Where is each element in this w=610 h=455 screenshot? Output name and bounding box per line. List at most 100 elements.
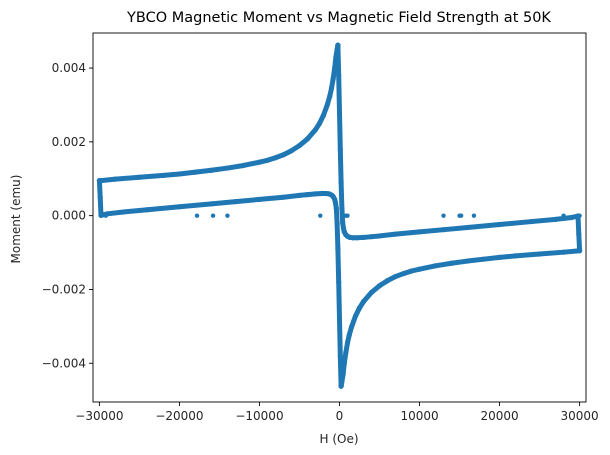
data-point <box>336 109 343 115</box>
data-point <box>356 305 363 311</box>
data-point <box>336 279 342 285</box>
data-point <box>319 190 325 197</box>
data-point <box>350 235 356 241</box>
data-point <box>176 204 183 210</box>
data-point <box>346 332 352 339</box>
data-point <box>208 167 215 173</box>
data-point <box>333 205 339 211</box>
data-point <box>536 251 543 257</box>
outlier-point <box>471 213 477 218</box>
data-point <box>384 278 391 284</box>
y-tick-label: 0.000 <box>52 209 86 223</box>
data-point <box>208 201 215 207</box>
y-tick-label: 0.002 <box>52 135 86 149</box>
outlier-point <box>210 213 216 218</box>
x-tick-label: −10000 <box>235 409 283 423</box>
data-point <box>337 353 343 359</box>
data-point <box>296 142 303 149</box>
data-point <box>576 231 582 237</box>
data-point <box>112 176 119 182</box>
data-point <box>335 246 341 252</box>
data-point <box>296 192 303 198</box>
data-point <box>328 85 335 91</box>
data-point <box>354 235 360 241</box>
data-point <box>97 194 103 200</box>
outlier-point <box>441 213 446 218</box>
data-point <box>496 254 503 260</box>
outlier-point <box>458 213 464 218</box>
data-point <box>440 227 447 233</box>
data-point <box>304 136 311 142</box>
data-point <box>327 93 333 99</box>
data-point <box>528 218 535 225</box>
data-point <box>337 146 343 152</box>
y-axis-label: Moment (emu) <box>9 175 23 264</box>
x-tick-label: −30000 <box>75 409 123 423</box>
data-point <box>448 260 455 266</box>
data-point <box>340 220 346 226</box>
outlier-point <box>194 213 200 218</box>
data-points <box>96 42 583 389</box>
data-point <box>368 234 375 240</box>
outlier-point <box>103 213 109 218</box>
data-point <box>176 171 183 177</box>
data-point <box>256 196 263 203</box>
data-point <box>160 172 167 179</box>
y-tick-label: 0.004 <box>52 61 86 75</box>
data-point <box>464 224 471 231</box>
data-point <box>335 42 341 48</box>
data-point <box>312 127 319 133</box>
data-point <box>480 256 487 262</box>
data-point <box>408 268 415 274</box>
data-point <box>338 179 344 186</box>
outlier-point <box>345 213 350 218</box>
data-point <box>312 191 319 197</box>
data-point <box>96 178 102 184</box>
outlier-point <box>225 213 230 218</box>
outlier-point <box>318 213 323 218</box>
data-point <box>330 76 336 82</box>
x-tick-label: −20000 <box>155 409 203 423</box>
data-point <box>560 249 567 255</box>
data-point <box>336 72 342 79</box>
data-point <box>464 258 471 264</box>
data-point <box>416 229 423 235</box>
y-tick-label: −0.004 <box>42 356 86 370</box>
data-point <box>324 101 331 107</box>
data-point <box>224 165 231 171</box>
data-point <box>316 120 323 127</box>
x-tick-label: 20000 <box>480 409 518 423</box>
data-point <box>120 209 127 215</box>
data-point <box>348 324 355 330</box>
data-point <box>344 340 351 346</box>
x-tick-label: 10000 <box>400 409 438 423</box>
data-point <box>416 266 423 272</box>
x-tick-label: 30000 <box>561 409 599 423</box>
data-point <box>392 273 399 280</box>
chart-title: YBCO Magnetic Moment vs Magnetic Field S… <box>126 10 551 26</box>
data-point <box>376 283 383 289</box>
data-point <box>264 157 271 163</box>
data-point <box>272 155 279 161</box>
data-point <box>343 349 349 355</box>
x-axis-label: H (Oe) <box>319 432 358 446</box>
data-point <box>320 112 327 118</box>
y-tick-label: −0.002 <box>42 282 86 296</box>
x-tick-label: 0 <box>336 409 344 423</box>
data-point <box>256 159 263 165</box>
data-point <box>392 231 399 237</box>
data-point <box>400 270 407 277</box>
data-point <box>232 199 239 205</box>
outlier-point <box>561 213 566 218</box>
data-point <box>136 174 143 180</box>
data-point <box>360 299 367 305</box>
data-point <box>288 148 295 154</box>
data-point <box>577 248 583 254</box>
data-point <box>338 383 344 389</box>
data-point <box>336 316 343 322</box>
data-point <box>552 216 559 222</box>
data-point <box>496 221 503 228</box>
data-point <box>568 214 575 221</box>
